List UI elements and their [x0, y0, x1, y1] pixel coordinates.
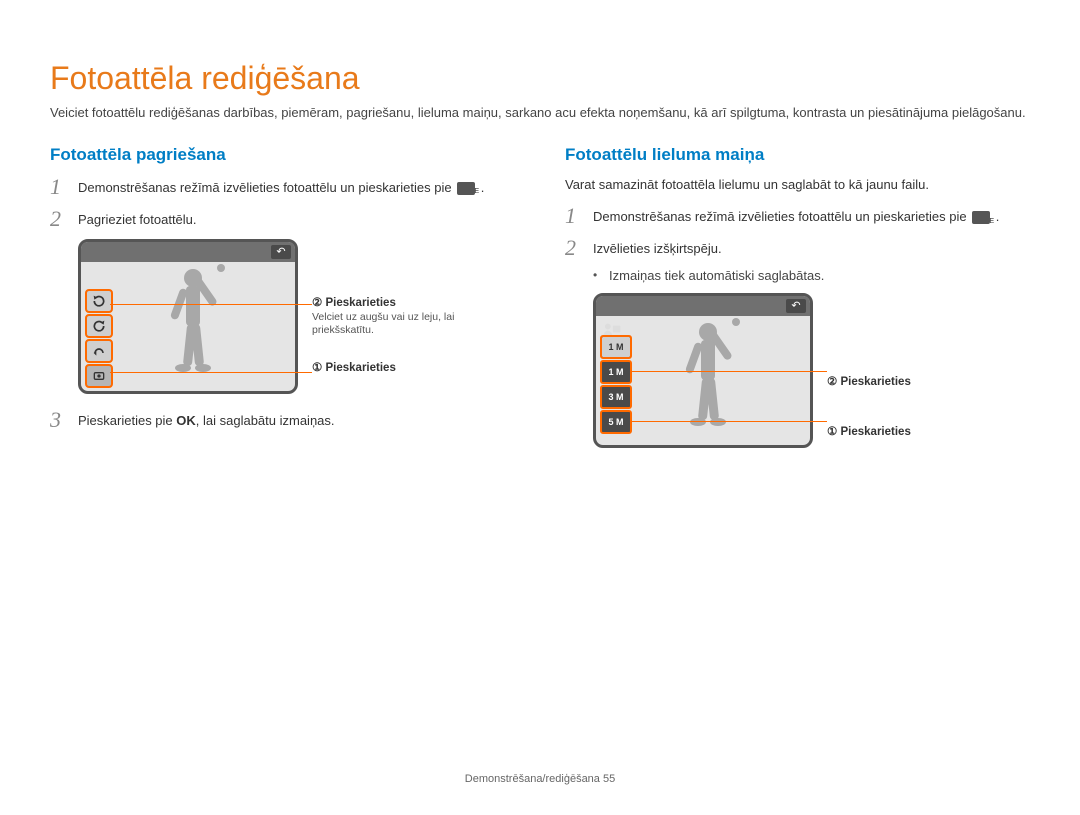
rotate-side-buttons: [86, 290, 112, 387]
rotate-callouts: ② Pieskarieties Velciet uz augšu vai uz …: [312, 259, 462, 374]
resize-step-2: 2 Izvēlieties izšķirtspēju.: [565, 236, 1030, 260]
step-number: 1: [50, 175, 78, 199]
step-text: Demonstrēšanas režīmā izvēlieties fotoat…: [593, 204, 999, 228]
step-number: 2: [50, 207, 78, 231]
rotate-cw-button[interactable]: [86, 290, 112, 312]
back-button[interactable]: ↶: [271, 245, 291, 259]
silhouette-figure: [143, 264, 243, 379]
person-resize-icon: [602, 322, 622, 336]
step3a: Pieskarieties pie: [78, 413, 176, 428]
resize-side-buttons: 1 M 1 M 3 M 5 M: [601, 336, 631, 433]
resize-title: Fotoattēlu lieluma maiņa: [565, 145, 1030, 165]
step-text: Izvēlieties izšķirtspēju.: [593, 236, 722, 260]
resize-callouts: ② Pieskarieties ① Pieskarieties: [827, 304, 911, 438]
callout-1: ① Pieskarieties: [827, 424, 911, 438]
rotate-180-button[interactable]: [86, 340, 112, 362]
silhouette-figure: [658, 318, 758, 433]
screen-topbar: [596, 296, 810, 316]
size-option-small[interactable]: 1 M: [601, 336, 631, 358]
ok-label: OK: [176, 413, 196, 428]
col-rotate: Fotoattēla pagriešana 1 Demonstrēšanas r…: [50, 145, 515, 463]
callout2-label: ② Pieskarieties: [827, 376, 911, 388]
connector-line: [110, 304, 312, 305]
edit-icon: [457, 182, 475, 195]
resize-figure: ↶: [593, 293, 1030, 448]
step1-text: Demonstrēšanas režīmā izvēlieties fotoat…: [78, 180, 455, 195]
step3b: , lai saglabātu izmaiņas.: [196, 413, 335, 428]
rotate-title: Fotoattēla pagriešana: [50, 145, 515, 165]
callout2-label: ② Pieskarieties: [312, 297, 396, 309]
step-number: 2: [565, 236, 593, 260]
callout-2: ② Pieskarieties Velciet uz augšu vai uz …: [312, 295, 462, 338]
resize-desc: Varat samazināt fotoattēla lielumu un sa…: [565, 175, 1030, 195]
bullet-text: Izmaiņas tiek automātiski saglabātas.: [609, 268, 824, 283]
page-intro: Veiciet fotoattēlu rediģēšanas darbības,…: [50, 103, 1030, 123]
rotate-figure: ↶: [78, 239, 515, 394]
callout-1: ① Pieskarieties: [312, 360, 462, 374]
resize-bullet: • Izmaiņas tiek automātiski saglabātas.: [593, 268, 1030, 283]
callout1-label: ① Pieskarieties: [827, 426, 911, 438]
connector-line: [110, 372, 312, 373]
camera-screen-rotate: ↶: [78, 239, 298, 394]
page-title: Fotoattēla rediģēšana: [50, 60, 1030, 97]
step-text: Demonstrēšanas režīmā izvēlieties fotoat…: [78, 175, 484, 199]
screen-topbar: [81, 242, 295, 262]
step-number: 3: [50, 408, 78, 432]
page-footer: Demonstrēšana/rediģēšana 55: [0, 773, 1080, 785]
step-number: 1: [565, 204, 593, 228]
step-text: Pagrieziet fotoattēlu.: [78, 207, 197, 231]
resize-step1-text: Demonstrēšanas režīmā izvēlieties fotoat…: [593, 209, 970, 224]
step-text: Pieskarieties pie OK, lai saglabātu izma…: [78, 408, 335, 432]
rotate-step-2: 2 Pagrieziet fotoattēlu.: [50, 207, 515, 231]
connector-line: [630, 421, 827, 422]
rotate-tool-button[interactable]: [86, 365, 112, 387]
callout-2: ② Pieskarieties: [827, 374, 911, 388]
callout2-sub: Velciet uz augšu vai uz leju, lai priekš…: [312, 311, 462, 338]
callout1-label: ① Pieskarieties: [312, 362, 396, 374]
resize-step-1: 1 Demonstrēšanas režīmā izvēlieties foto…: [565, 204, 1030, 228]
rotate-ccw-button[interactable]: [86, 315, 112, 337]
bullet-dot: •: [593, 268, 609, 282]
size-3m-button[interactable]: 3 M: [601, 386, 631, 408]
rotate-step-3: 3 Pieskarieties pie OK, lai saglabātu iz…: [50, 408, 515, 432]
rotate-step-1: 1 Demonstrēšanas režīmā izvēlieties foto…: [50, 175, 515, 199]
size-1m-button[interactable]: 1 M: [601, 361, 631, 383]
edit-icon: [972, 211, 990, 224]
columns: Fotoattēla pagriešana 1 Demonstrēšanas r…: [50, 145, 1030, 463]
col-resize: Fotoattēlu lieluma maiņa Varat samazināt…: [565, 145, 1030, 463]
size-5m-button[interactable]: 5 M: [601, 411, 631, 433]
back-button[interactable]: ↶: [786, 299, 806, 313]
connector-line: [630, 371, 827, 372]
